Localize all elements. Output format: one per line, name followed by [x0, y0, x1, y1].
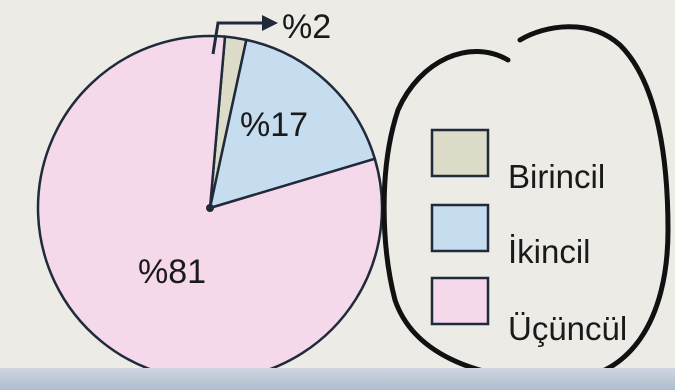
legend: Birincil İkincil Üçüncül — [430, 128, 627, 347]
legend-label-1: İkincil — [508, 233, 591, 270]
legend-swatch-2 — [430, 276, 490, 326]
legend-label-0: Birincil — [508, 158, 605, 195]
slice-value-label-ucuncul: %81 — [138, 253, 206, 291]
legend-label-2: Üçüncül — [508, 310, 627, 347]
bottom-edge — [0, 368, 675, 390]
callout-arrow — [211, 15, 278, 55]
pie-slice-1 — [208, 38, 377, 210]
legend-swatch-0 — [430, 128, 490, 178]
slice-value-label-birincil: %2 — [282, 8, 331, 46]
pie-center-dot — [206, 204, 214, 212]
pie-value-labels: %2 %17 %81 — [138, 8, 331, 291]
legend-swatch-1 — [430, 203, 490, 253]
slice-value-label-ikincil: %17 — [240, 106, 308, 144]
pie-slices — [36, 34, 384, 382]
